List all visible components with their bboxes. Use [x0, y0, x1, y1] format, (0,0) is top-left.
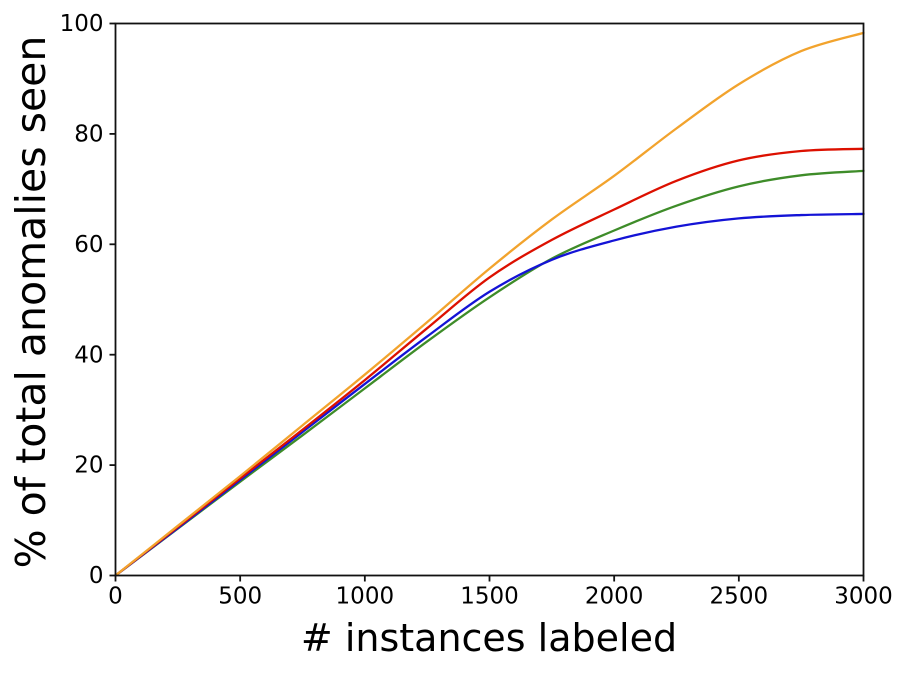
series-line-blue [114, 212, 865, 577]
y-tick-label: 0 [89, 563, 104, 589]
y-axis-label: % of total anomalies seen [7, 35, 55, 569]
x-axis-label: # instances labeled [300, 616, 678, 660]
x-tick-label: 500 [218, 584, 262, 610]
x-tick-label: 1500 [460, 584, 519, 610]
y-tick-label: 20 [74, 453, 103, 479]
series-line-red [114, 147, 865, 577]
x-tick-label: 3000 [834, 584, 893, 610]
x-tick-label: 2000 [585, 584, 644, 610]
series-line-green [114, 169, 865, 577]
x-tick-label: 2500 [710, 584, 769, 610]
series-line-orange [114, 31, 865, 577]
y-tick-label: 60 [74, 232, 103, 258]
y-tick-label: 40 [74, 342, 103, 368]
y-tick-label: 80 [74, 121, 103, 147]
y-tick-label: 100 [60, 11, 104, 37]
axes-frame [114, 22, 865, 577]
x-tick-label: 1000 [336, 584, 395, 610]
x-tick-label: 0 [108, 584, 123, 610]
